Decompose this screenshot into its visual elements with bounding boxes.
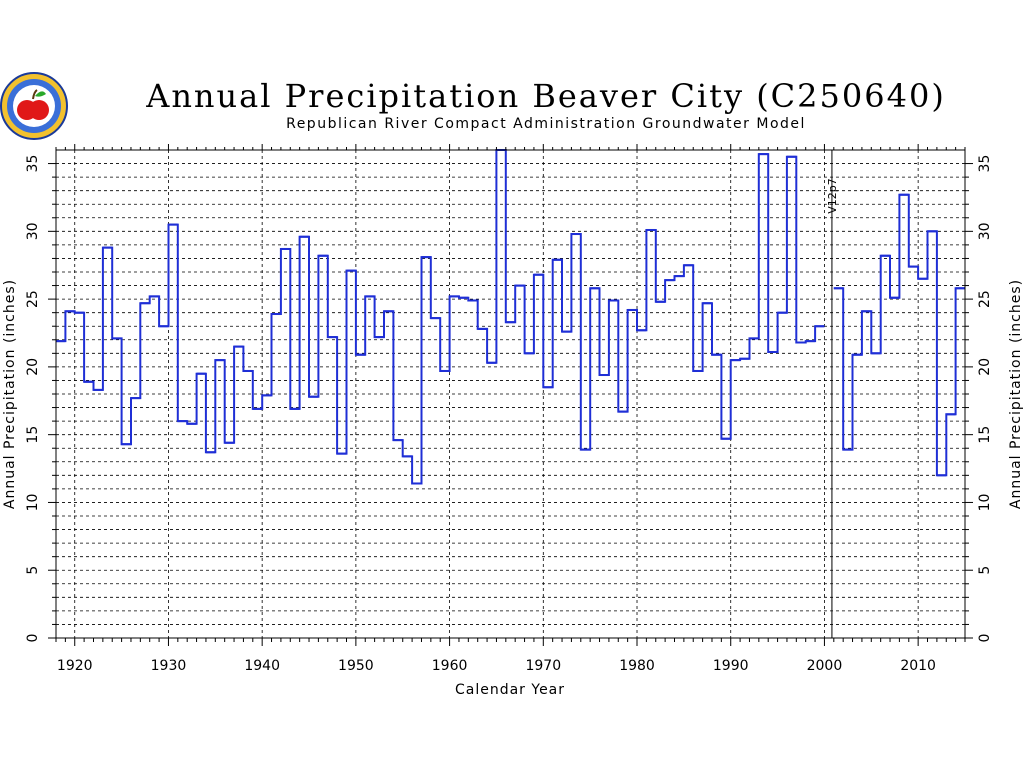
y-tick-label-left: 35 (25, 155, 41, 173)
x-tick-label: 1920 (57, 658, 93, 674)
x-axis-label: Calendar Year (455, 682, 565, 698)
x-tick-label: 2010 (900, 658, 936, 674)
grid (56, 150, 965, 638)
y-axis-label-right: Annual Precipitation (inches) (1008, 279, 1024, 509)
x-tick-label: 1980 (619, 658, 655, 674)
y-tick-label-left: 0 (25, 634, 41, 643)
x-tick-label: 1930 (151, 658, 187, 674)
series-line (833, 193, 965, 477)
y-tick-label-right: 0 (977, 634, 993, 643)
y-tick-label-right: 35 (977, 155, 993, 173)
y-tick-label-left: 15 (25, 426, 41, 444)
x-tick-label: 1960 (432, 658, 468, 674)
series-layer (56, 149, 965, 485)
chart-title: Annual Precipitation Beaver City (C25064… (145, 77, 946, 115)
reference-vline-label: V12p7 (826, 178, 839, 214)
y-tick-label-right: 10 (977, 494, 993, 512)
y-tick-label-left: 5 (25, 566, 41, 575)
y-tick-label-right: 5 (977, 566, 993, 575)
y-tick-label-left: 25 (25, 290, 41, 308)
reference-line: V12p7 (826, 150, 839, 638)
x-tick-label: 1970 (525, 658, 561, 674)
ticks: 1920 1930 1940 1950 1960 1970 1980 1990 2000 2010… (25, 144, 993, 674)
x-tick-label: 1990 (713, 658, 749, 674)
y-tick-label-left: 10 (25, 494, 41, 512)
x-tick-label: 2000 (807, 658, 843, 674)
y-tick-label-right: 25 (977, 290, 993, 308)
rrca-logo (0, 72, 68, 140)
chart-subtitle: Republican River Compact Administration … (286, 116, 806, 132)
y-tick-label-right: 30 (977, 222, 993, 240)
x-tick-label: 1950 (338, 658, 374, 674)
y-tick-label-left: 20 (25, 358, 41, 376)
y-axis-label-left: Annual Precipitation (inches) (2, 279, 18, 509)
x-tick-label: 1940 (244, 658, 280, 674)
series-line (56, 149, 825, 485)
y-tick-label-right: 20 (977, 358, 993, 376)
plot-frame (55, 149, 966, 639)
y-tick-label-right: 15 (977, 426, 993, 444)
y-tick-label-left: 30 (25, 222, 41, 240)
